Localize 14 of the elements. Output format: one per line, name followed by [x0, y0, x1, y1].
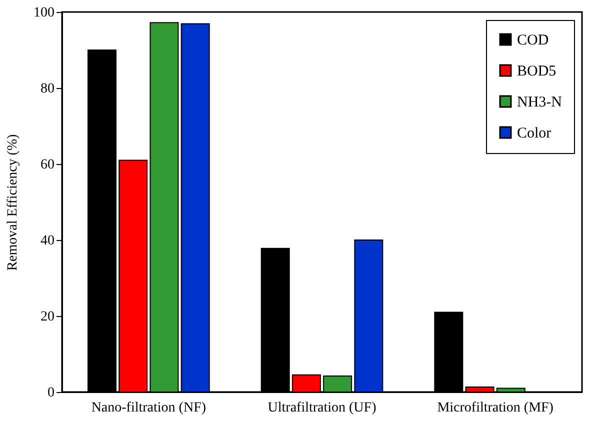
legend-label: COD	[517, 32, 549, 48]
x-tick-label: Nano-filtration (NF)	[91, 400, 206, 416]
y-tick-label: 100	[34, 6, 54, 20]
y-tick-label: 0	[48, 386, 54, 400]
y-axis-title: Removal Efficiency (%)	[6, 134, 20, 271]
y-tick-label: 20	[40, 310, 54, 324]
x-tick-label: Microfiltration (MF)	[437, 400, 554, 416]
y-tick-label: 60	[40, 158, 54, 172]
y-tick-label: 80	[40, 82, 54, 96]
y-tick-label: 40	[40, 234, 54, 248]
legend-label: NH3-N	[517, 94, 562, 110]
legend-label: BOD5	[517, 64, 556, 80]
x-tick-label: Ultrafiltration (UF)	[268, 400, 377, 416]
legend-label: Color	[517, 126, 552, 142]
